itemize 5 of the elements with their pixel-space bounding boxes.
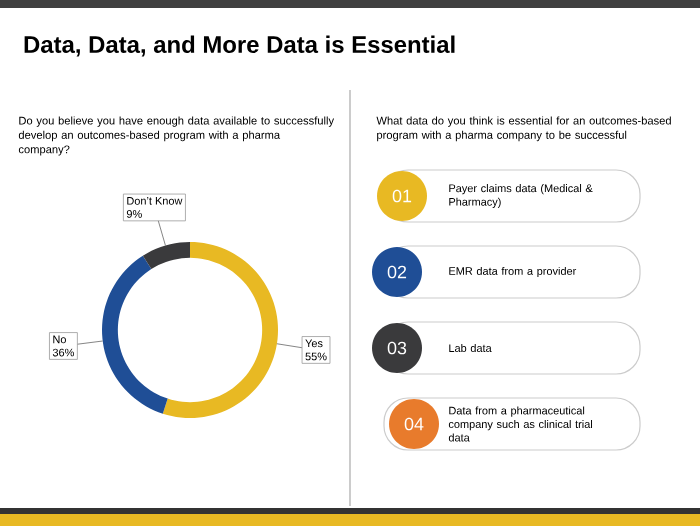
text: 03 (387, 341, 407, 355)
text: 02 (387, 265, 407, 279)
text: 04 (404, 417, 424, 431)
chart-title: Data, Data, and More Data is Essential (24, 35, 455, 57)
text: 01 (392, 189, 412, 203)
